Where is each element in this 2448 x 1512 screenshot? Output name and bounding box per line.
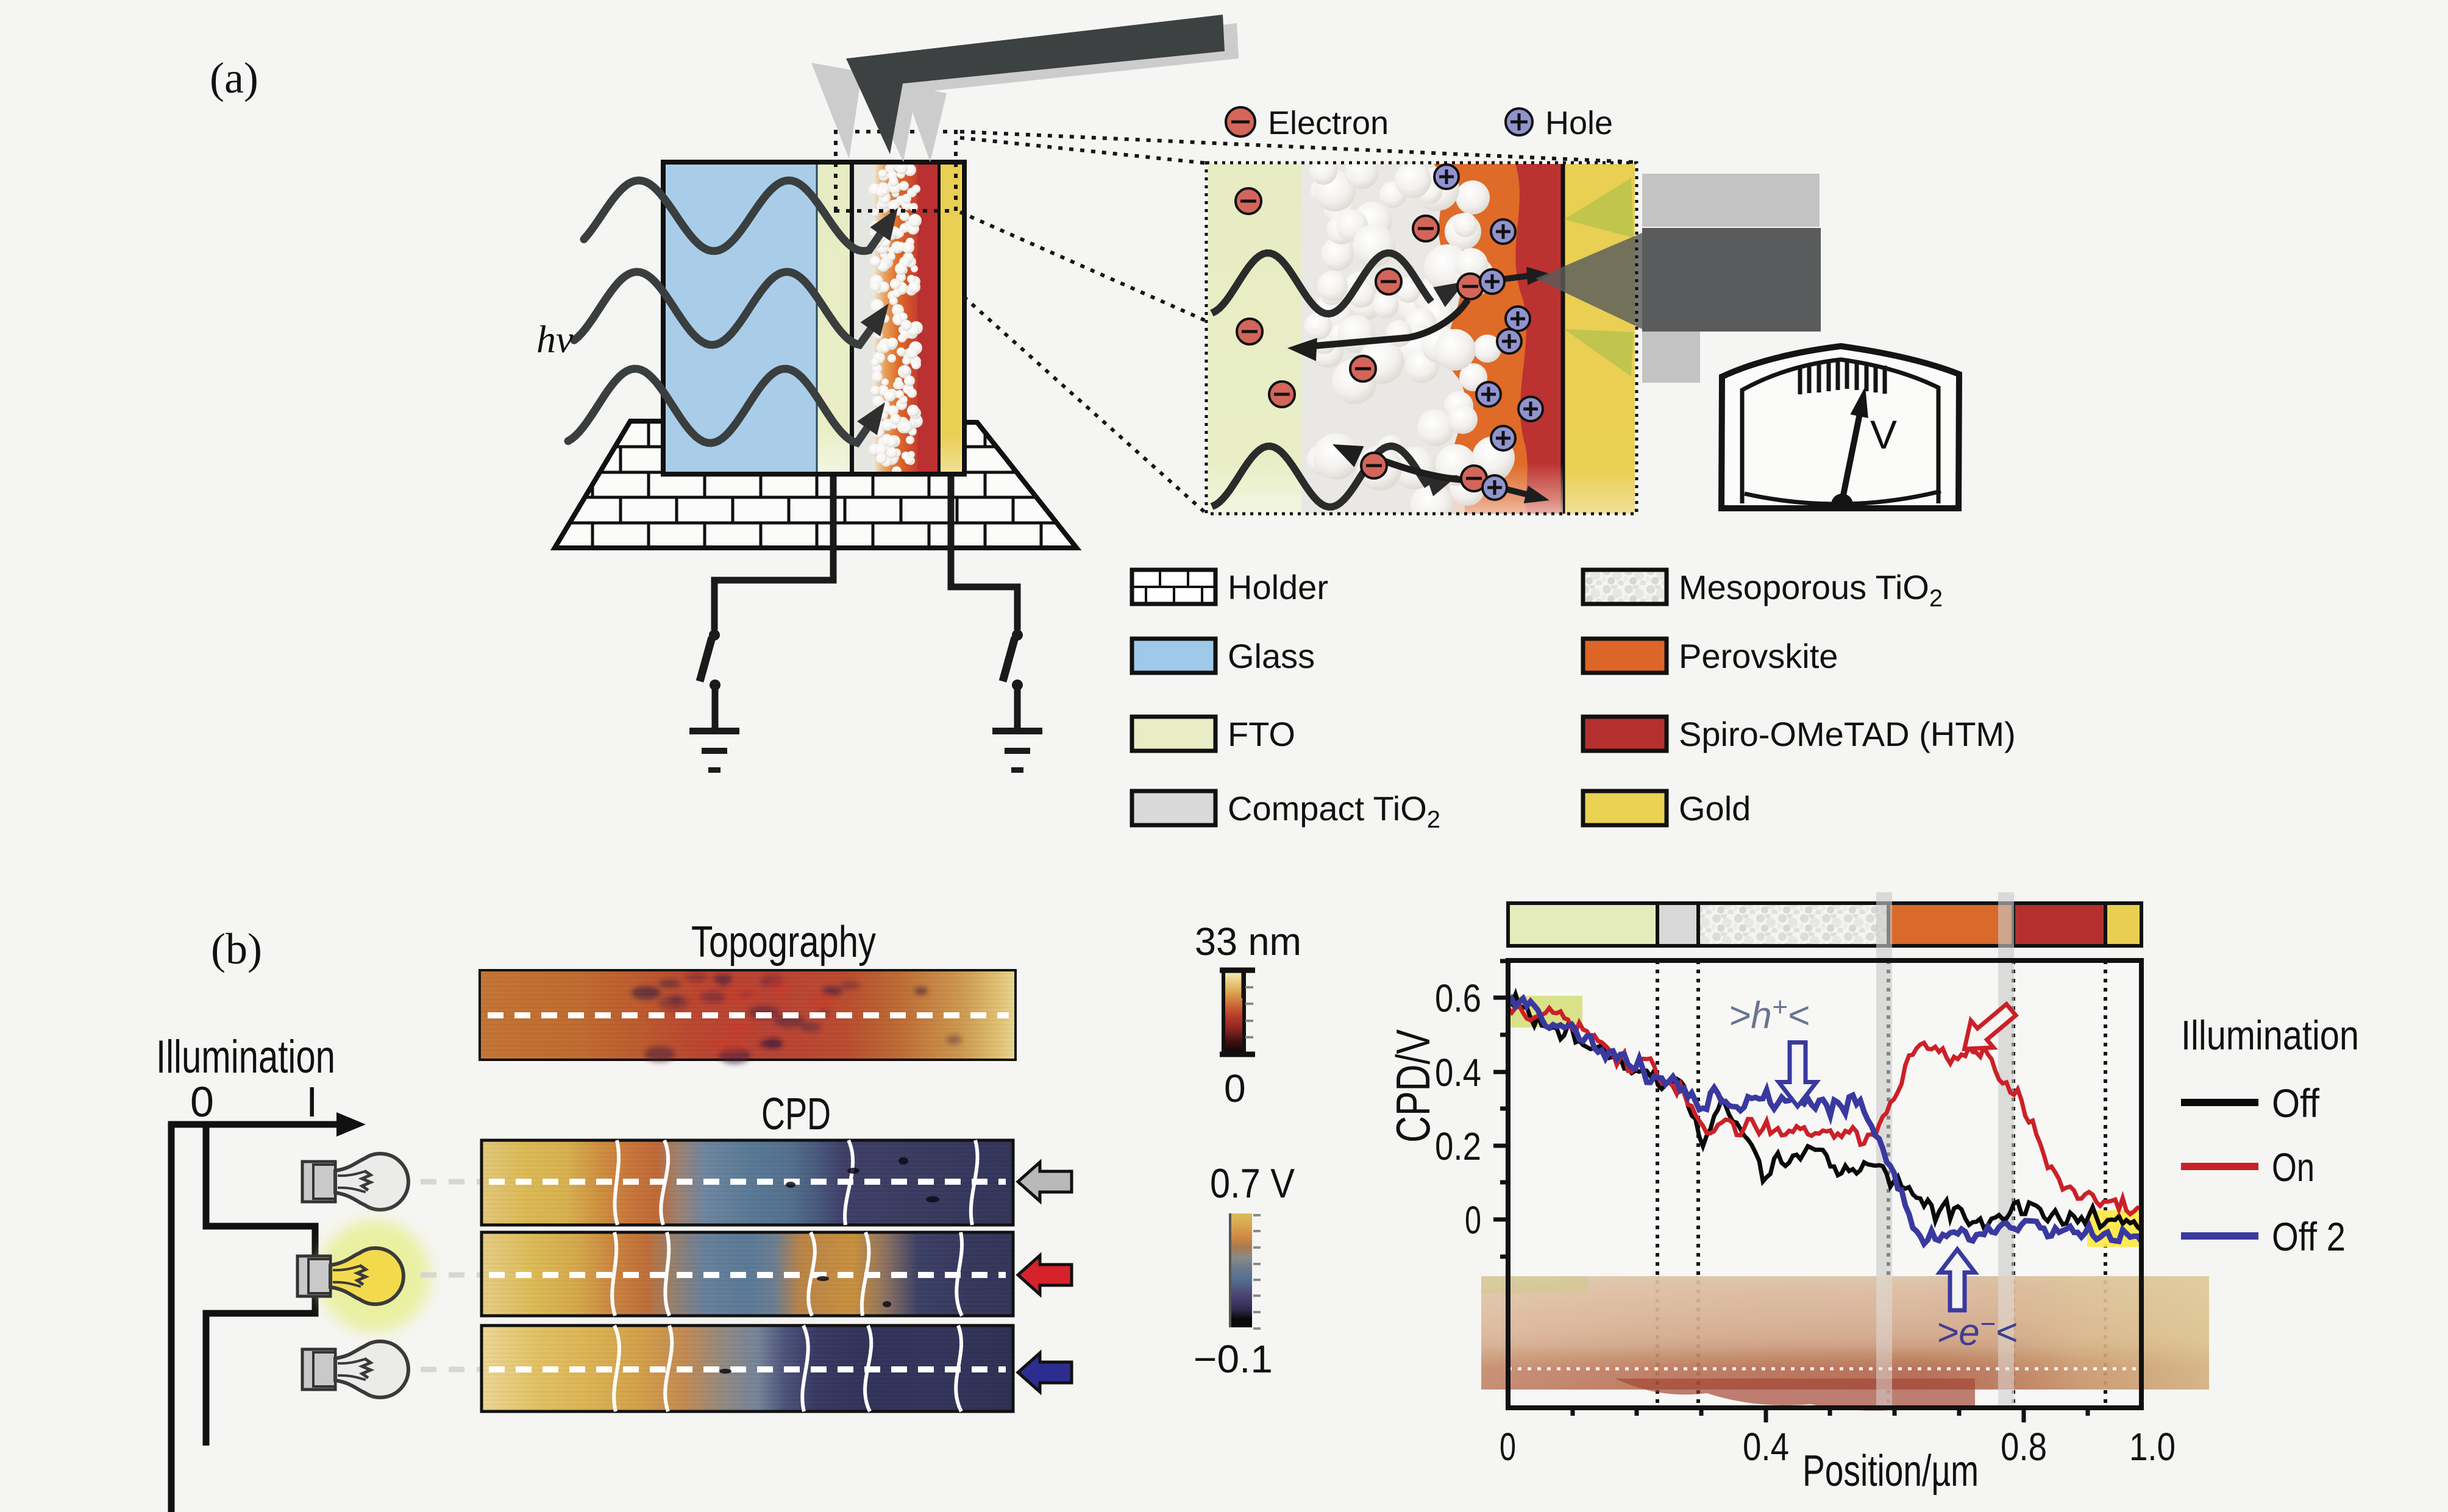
svg-text:I: I <box>306 1078 318 1126</box>
svg-text:Gold: Gold <box>1679 789 1751 828</box>
svg-text:0: 0 <box>1500 1425 1516 1469</box>
svg-text:Holder: Holder <box>1228 568 1328 606</box>
svg-text:Illumination: Illumination <box>2181 1012 2359 1059</box>
svg-text:0.7 V: 0.7 V <box>1210 1160 1295 1207</box>
svg-text:>e−<: >e−< <box>1937 1309 2018 1354</box>
svg-text:Illumination: Illumination <box>156 1031 335 1083</box>
svg-text:−0.1: −0.1 <box>1194 1337 1273 1381</box>
svg-text:0.4: 0.4 <box>1435 1051 1481 1095</box>
svg-text:>h+<: >h+< <box>1729 992 1810 1037</box>
svg-text:Glass: Glass <box>1228 637 1315 675</box>
svg-text:Spiro-OMeTAD (HTM): Spiro-OMeTAD (HTM) <box>1679 715 2016 753</box>
svg-text:hν: hν <box>536 318 574 361</box>
svg-text:Off: Off <box>2272 1081 2320 1126</box>
svg-text:(b): (b) <box>211 925 262 973</box>
svg-text:Mesoporous TiO2: Mesoporous TiO2 <box>1679 568 1943 612</box>
svg-text:CPD: CPD <box>761 1088 831 1139</box>
svg-text:CPD/V: CPD/V <box>1386 1029 1440 1143</box>
svg-text:33 nm: 33 nm <box>1195 920 1301 964</box>
svg-text:0.4: 0.4 <box>1743 1425 1789 1469</box>
svg-text:On: On <box>2272 1145 2315 1190</box>
svg-text:Compact TiO2: Compact TiO2 <box>1228 789 1440 833</box>
svg-text:(a): (a) <box>210 54 258 102</box>
svg-text:0.2: 0.2 <box>1435 1124 1481 1168</box>
svg-text:Off 2: Off 2 <box>2272 1214 2346 1259</box>
svg-text:0.8: 0.8 <box>2001 1425 2047 1469</box>
svg-text:0: 0 <box>1224 1067 1246 1110</box>
svg-text:0.6: 0.6 <box>1435 976 1481 1020</box>
svg-text:0: 0 <box>190 1078 214 1126</box>
svg-text:Electron: Electron <box>1268 105 1389 141</box>
svg-text:Perovskite: Perovskite <box>1679 637 1838 675</box>
svg-text:FTO: FTO <box>1228 715 1295 753</box>
svg-text:0: 0 <box>1465 1198 1481 1242</box>
svg-text:Hole: Hole <box>1545 105 1613 141</box>
svg-text:V: V <box>1870 412 1897 457</box>
svg-text:1.0: 1.0 <box>2129 1425 2176 1469</box>
svg-text:Position/µm: Position/µm <box>1802 1447 1979 1496</box>
svg-text:Topography: Topography <box>691 918 876 967</box>
